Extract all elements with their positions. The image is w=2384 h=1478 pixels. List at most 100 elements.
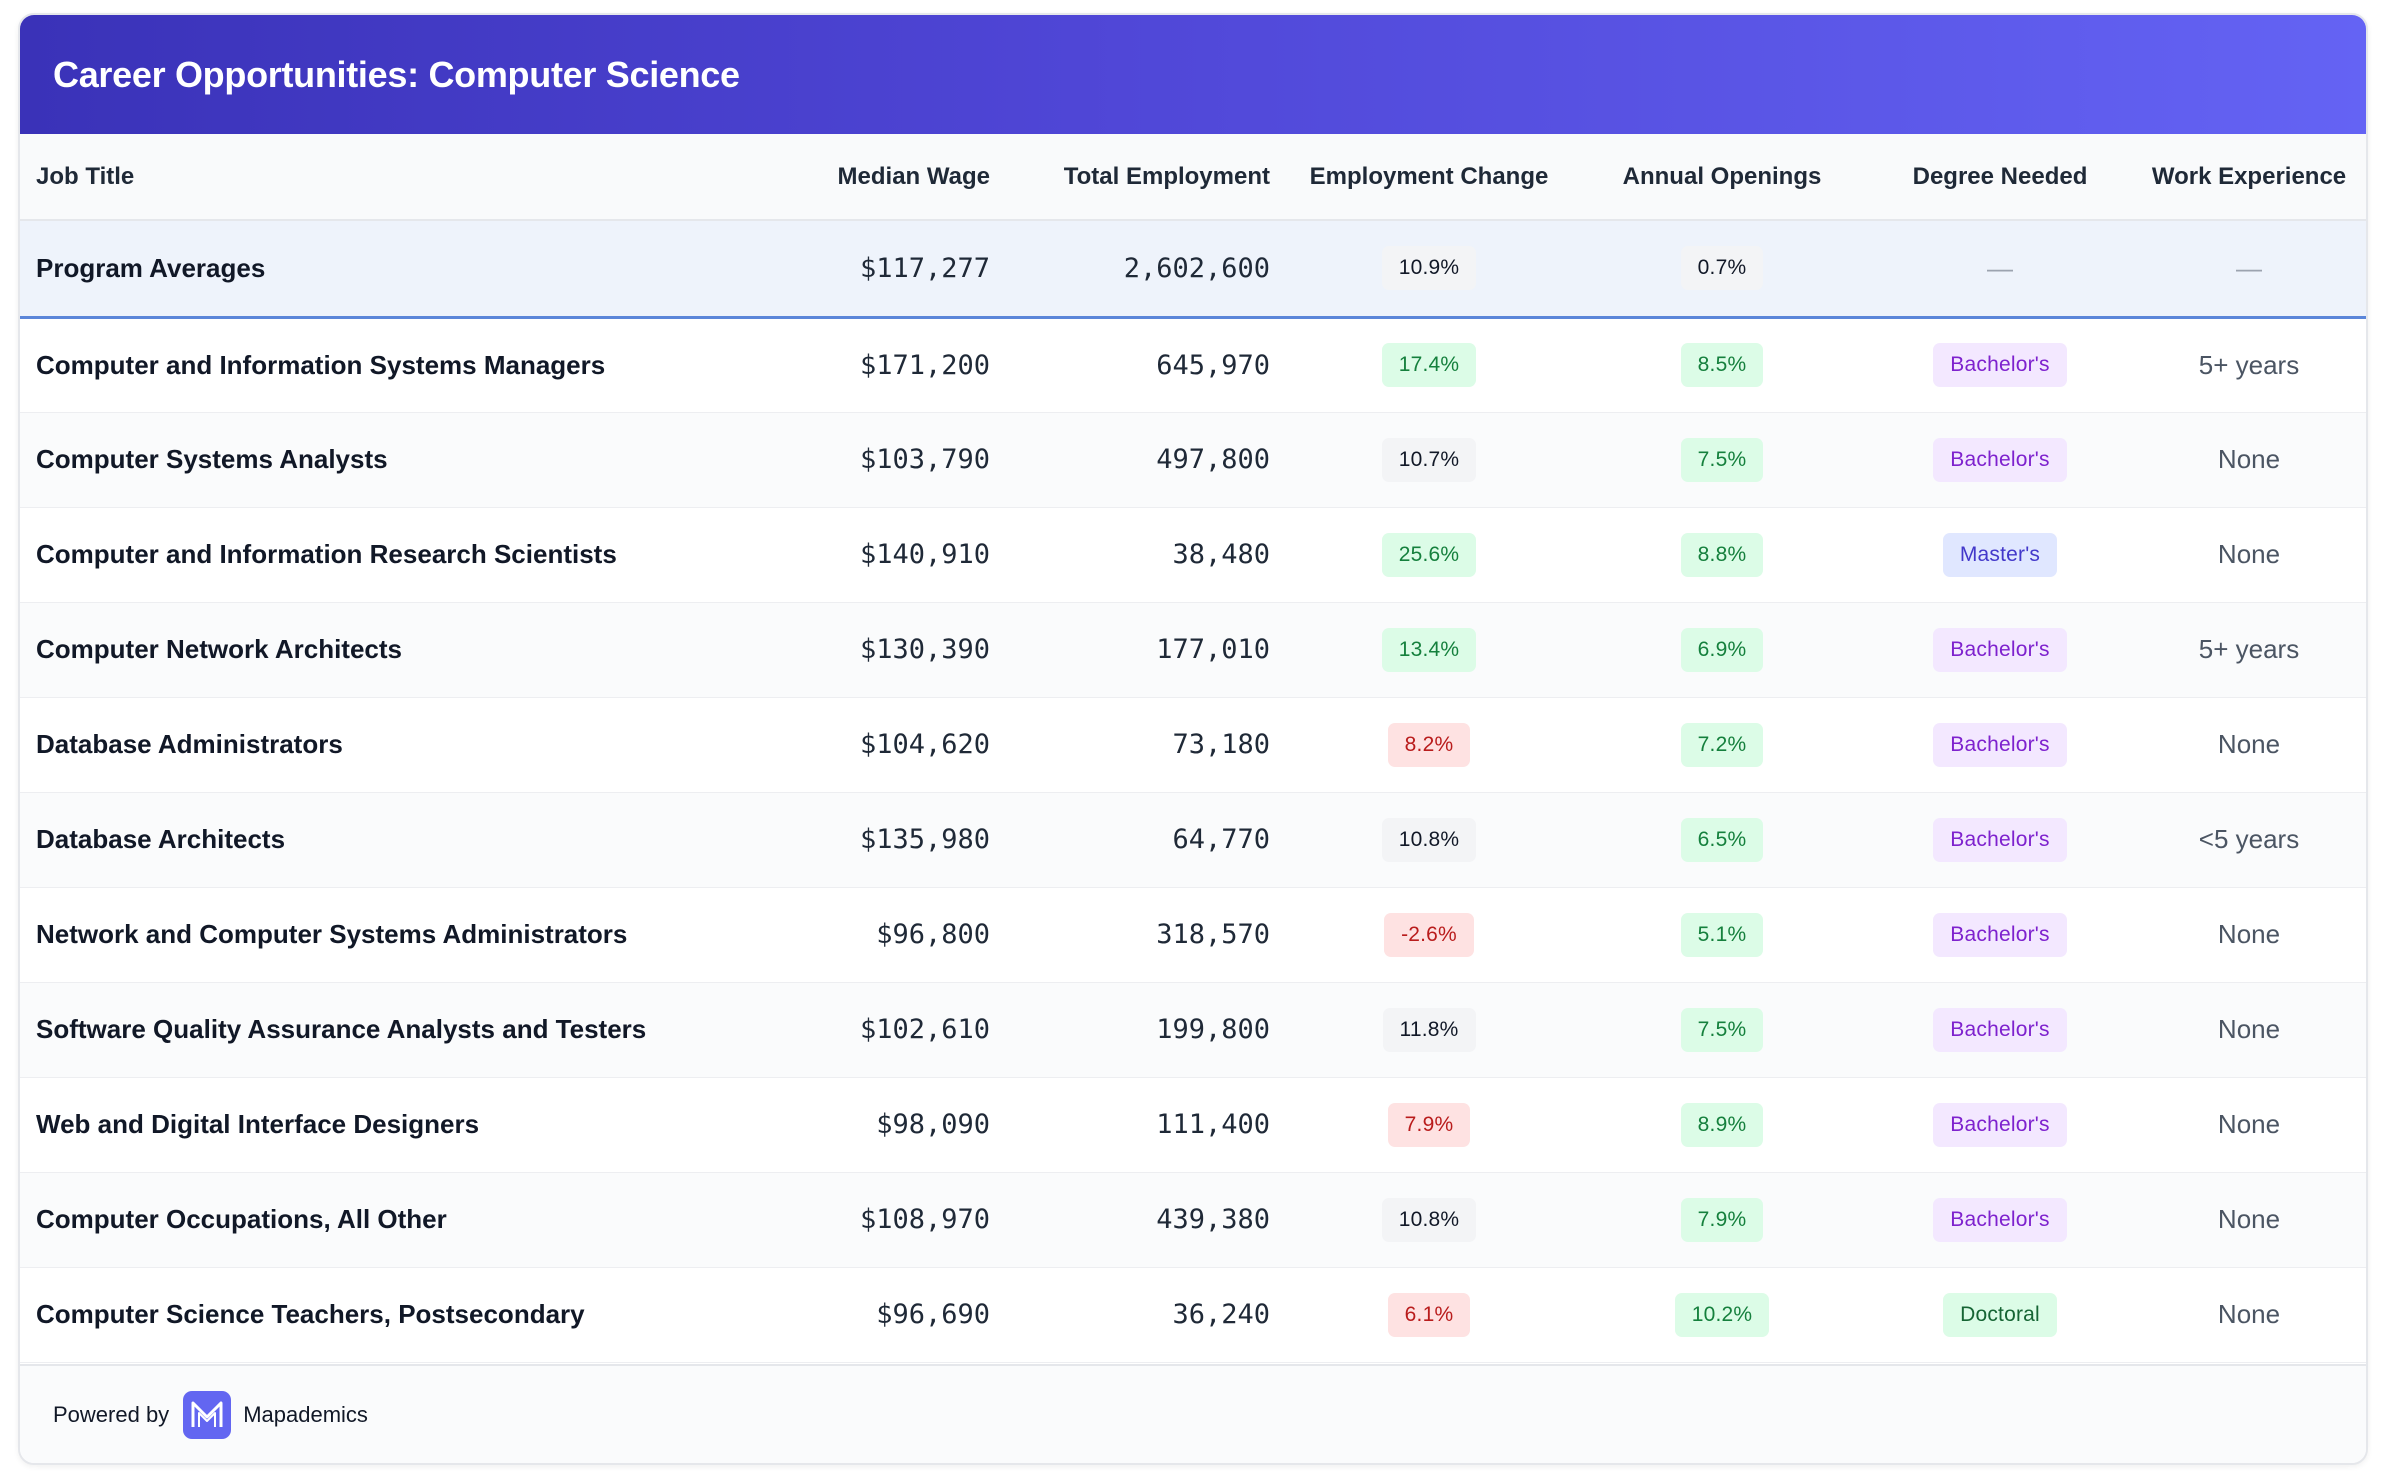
work-experience-cell: 5+ years [2128,317,2366,413]
degree-badge: Doctoral [1943,1292,2057,1337]
work-experience-cell: None [2128,697,2366,793]
degree-badge: Bachelor's [1933,722,2067,767]
annual-openings-badge: 7.9% [1680,1197,1764,1242]
column-header-work-experience: Work Experience [2128,134,2366,221]
annual-openings-badge: 6.5% [1680,817,1764,862]
table-body: Program Averages $117,277 2,602,600 10.9… [20,220,2366,1363]
work-experience-cell: 5+ years [2128,602,2366,698]
degree-badge: Bachelor's [1933,437,2067,482]
degree-badge: Master's [1942,532,2058,577]
column-header-degree-needed: Degree Needed [1872,134,2128,221]
employment-change-badge: 17.4% [1381,343,1477,387]
table-row: Computer and Information Systems Manager… [20,317,2366,413]
employment-change-badge: 8.2% [1387,722,1471,767]
column-header-annual-openings: Annual Openings [1572,134,1872,221]
job-title-cell: Database Administrators [20,697,780,793]
median-wage-cell: $103,790 [780,412,1006,508]
column-header-median-wage: Median Wage [780,134,1006,221]
annual-openings-badge: 7.2% [1680,722,1764,767]
degree-needed-cell: Bachelor's [1872,1172,2128,1268]
annual-openings-badge: 5.1% [1680,912,1764,957]
table-row: Database Administrators $104,620 73,180 8.2… [20,697,2366,793]
averages-label: Program Averages [20,220,780,319]
median-wage-cell: $140,910 [780,507,1006,603]
work-experience-cell: None [2128,412,2366,508]
table-row: Computer Systems Analysts $103,790 497,800… [20,412,2366,508]
degree-needed-cell: Doctoral [1872,1267,2128,1363]
work-experience-cell: None [2128,1172,2366,1268]
annual-openings-badge: 6.9% [1680,627,1764,672]
averages-change-cell: 10.9% [1286,220,1572,319]
annual-openings-badge: 8.5% [1680,343,1764,387]
brand-link[interactable]: Mapademics [243,1401,368,1427]
job-title-cell: Computer and Information Research Scient… [20,507,780,603]
employment-change-badge: 6.1% [1387,1292,1471,1337]
column-header-employment-change: Employment Change [1286,134,1572,221]
median-wage-cell: $104,620 [780,697,1006,793]
total-employment-cell: 64,770 [1006,792,1286,888]
annual-openings-cell: 6.5% [1572,792,1872,888]
degree-needed-cell: Bachelor's [1872,697,2128,793]
degree-badge: Bachelor's [1933,912,2067,957]
degree-needed-cell: Bachelor's [1872,412,2128,508]
degree-badge: Bachelor's [1933,817,2067,862]
total-employment-cell: 38,480 [1006,507,1286,603]
table-row: Database Architects $135,980 64,770 10.8% 6.… [20,792,2366,888]
employment-change-cell: 13.4% [1286,602,1572,698]
total-employment-cell: 177,010 [1006,602,1286,698]
averages-employment: 2,602,600 [1006,220,1286,319]
page-title: Career Opportunities: Computer Science [53,53,740,95]
employment-change-badge: 10.8% [1381,1197,1477,1242]
job-title-cell: Network and Computer Systems Administrat… [20,887,780,983]
job-title-cell: Computer and Information Systems Manager… [20,317,780,413]
column-header-total-employment: Total Employment [1006,134,1286,221]
degree-needed-cell: Bachelor's [1872,792,2128,888]
work-experience-cell: None [2128,507,2366,603]
annual-openings-badge: 7.5% [1680,437,1764,482]
work-experience-cell: None [2128,982,2366,1078]
median-wage-cell: $98,090 [780,1077,1006,1173]
employment-change-cell: 17.4% [1286,317,1572,413]
annual-openings-cell: 6.9% [1572,602,1872,698]
powered-by-label: Powered by [53,1401,170,1427]
work-experience-cell: None [2128,887,2366,983]
averages-experience: — [2128,220,2366,319]
job-title-cell: Computer Network Architects [20,602,780,698]
card-header: Career Opportunities: Computer Science [20,15,2366,134]
median-wage-cell: $135,980 [780,792,1006,888]
total-employment-cell: 497,800 [1006,412,1286,508]
employment-change-cell: 11.8% [1286,982,1572,1078]
degree-needed-cell: Bachelor's [1872,602,2128,698]
median-wage-cell: $171,200 [780,317,1006,413]
total-employment-cell: 36,240 [1006,1267,1286,1363]
job-title-cell: Web and Digital Interface Designers [20,1077,780,1173]
averages-change-badge: 10.9% [1381,246,1477,291]
annual-openings-cell: 7.5% [1572,412,1872,508]
table-row: Software Quality Assurance Analysts and … [20,982,2366,1078]
table-row: Web and Digital Interface Designers $98,0… [20,1077,2366,1173]
median-wage-cell: $130,390 [780,602,1006,698]
table-row: Network and Computer Systems Administrat… [20,887,2366,983]
program-averages-row: Program Averages $117,277 2,602,600 10.9… [20,220,2366,319]
averages-openings-badge: 0.7% [1680,246,1764,291]
career-table: Job Title Median Wage Total Employment E… [20,134,2366,1363]
employment-change-cell: 8.2% [1286,697,1572,793]
degree-needed-cell: Bachelor's [1872,887,2128,983]
job-title-cell: Computer Science Teachers, Postsecondary [20,1267,780,1363]
annual-openings-cell: 10.2% [1572,1267,1872,1363]
employment-change-cell: 7.9% [1286,1077,1572,1173]
annual-openings-cell: 7.5% [1572,982,1872,1078]
table-row: Computer and Information Research Scient… [20,507,2366,603]
annual-openings-cell: 8.8% [1572,507,1872,603]
employment-change-badge: 7.9% [1387,1102,1471,1147]
job-title-cell: Computer Occupations, All Other [20,1172,780,1268]
mapademics-logo-icon[interactable] [183,1390,232,1439]
work-experience-cell: <5 years [2128,792,2366,888]
median-wage-cell: $108,970 [780,1172,1006,1268]
annual-openings-badge: 10.2% [1674,1292,1770,1337]
degree-badge: Bachelor's [1933,627,2067,672]
table-row: Computer Occupations, All Other $108,970 4… [20,1172,2366,1268]
median-wage-cell: $96,690 [780,1267,1006,1363]
degree-badge: Bachelor's [1933,1102,2067,1147]
employment-change-cell: 25.6% [1286,507,1572,603]
